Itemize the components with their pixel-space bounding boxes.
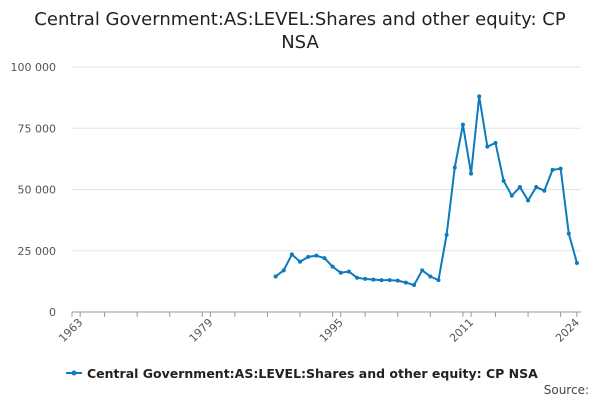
data-point — [477, 94, 482, 99]
data-point — [355, 275, 360, 280]
x-tick-label: 1963 — [56, 316, 85, 345]
y-tick-label: 75 000 — [18, 122, 57, 135]
x-tick-label: 2011 — [447, 316, 476, 345]
data-point — [363, 276, 368, 281]
data-point — [469, 171, 474, 176]
data-point — [322, 256, 327, 261]
data-point — [452, 165, 457, 170]
y-tick-label: 25 000 — [18, 245, 57, 258]
data-point — [371, 277, 376, 282]
y-tick-label: 100 000 — [11, 61, 57, 74]
data-point — [493, 140, 498, 145]
data-point — [420, 268, 425, 273]
data-point — [501, 178, 506, 183]
data-point — [379, 278, 384, 283]
y-axis-tick-labels: 0 25 000 50 000 75 000 100 000 — [11, 61, 57, 319]
chart-title-line-2: NSA — [281, 32, 319, 53]
x-tick-label: 1995 — [317, 316, 346, 345]
data-point — [509, 193, 514, 198]
x-tick-label: 1979 — [187, 316, 216, 345]
gridlines — [72, 66, 581, 313]
data-point — [289, 252, 294, 257]
data-point — [550, 167, 555, 172]
data-point — [395, 278, 400, 283]
legend-label: Central Government:AS:LEVEL:Shares and o… — [87, 366, 538, 381]
legend-marker-icon — [71, 370, 77, 376]
x-axis: 1963 1979 1995 2011 2024 — [56, 311, 582, 345]
data-point — [517, 185, 522, 190]
data-point — [412, 283, 417, 288]
x-tick-label: 2024 — [553, 316, 582, 345]
data-point — [298, 259, 303, 264]
data-point — [534, 185, 539, 190]
data-point — [338, 270, 343, 275]
data-point — [526, 198, 531, 203]
data-point — [558, 166, 563, 171]
data-point — [428, 274, 433, 279]
y-tick-label: 50 000 — [18, 184, 57, 197]
plot-area — [273, 94, 579, 288]
data-point — [436, 278, 441, 283]
data-point — [542, 188, 547, 193]
data-point — [281, 268, 286, 273]
data-point — [460, 122, 465, 127]
y-tick-label: 0 — [49, 306, 56, 319]
data-point — [330, 264, 335, 269]
data-point — [574, 261, 579, 265]
legend[interactable]: Central Government:AS:LEVEL:Shares and o… — [66, 366, 538, 381]
series-line — [274, 95, 578, 287]
data-point — [314, 253, 319, 258]
source-label[interactable]: Source: — [544, 383, 589, 397]
data-point — [566, 231, 571, 236]
data-point — [306, 254, 311, 259]
data-point — [346, 269, 351, 274]
data-point — [444, 232, 449, 237]
data-point — [273, 274, 278, 279]
data-point — [485, 144, 490, 149]
chart-title-line-1: Central Government:AS:LEVEL:Shares and o… — [34, 9, 566, 30]
data-point — [403, 280, 408, 285]
data-point — [387, 278, 392, 283]
